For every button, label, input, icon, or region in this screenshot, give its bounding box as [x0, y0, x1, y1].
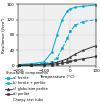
Y-axis label: Résilience (J/cm²): Résilience (J/cm²): [2, 17, 6, 53]
X-axis label: Temperature (°C): Temperature (°C): [39, 75, 75, 79]
Legend: a) ferrite, b) ferrite + perlite, c) globulaire perlite, d) perlite, Charpy test: a) ferrite, b) ferrite + perlite, c) glo…: [4, 70, 49, 103]
